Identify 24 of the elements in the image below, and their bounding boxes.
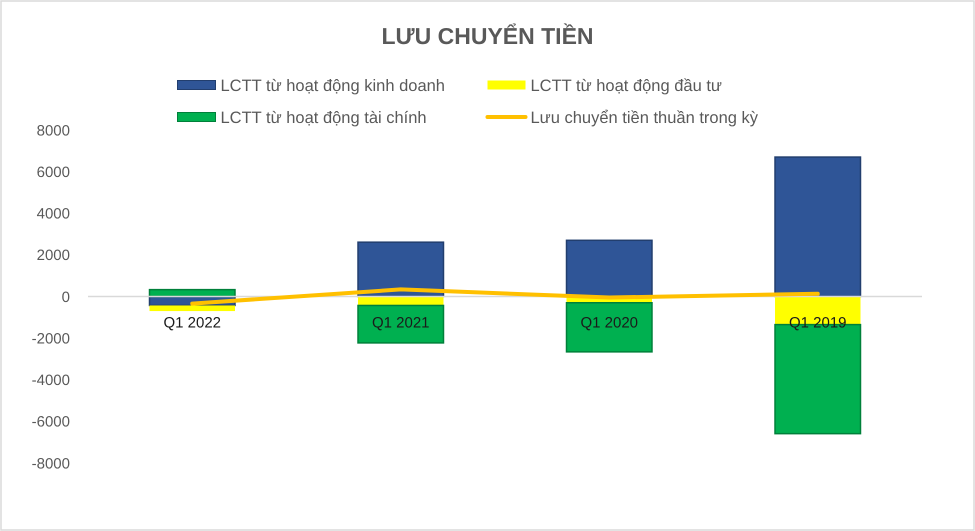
legend-label: LCTT từ hoạt động kinh doanh bbox=[220, 76, 445, 95]
x-tick-label: Q1 2022 bbox=[163, 314, 222, 332]
x-tick-label: Q1 2021 bbox=[372, 314, 430, 332]
bar bbox=[357, 304, 444, 344]
chart-title: LƯU CHUYỂN TIỀN bbox=[381, 23, 594, 49]
y-tick-label: 0 bbox=[62, 288, 70, 306]
y-tick-label: 8000 bbox=[36, 122, 70, 140]
y-tick-label: 4000 bbox=[36, 206, 70, 222]
line-series bbox=[190, 287, 820, 306]
bar bbox=[566, 240, 653, 298]
legend-label: LCTT từ hoạt động tài chính bbox=[220, 108, 427, 127]
legend-label: Lưu chuyển tiền thuần trong kỳ bbox=[530, 108, 759, 127]
y-tick-label: -4000 bbox=[32, 372, 70, 389]
bar bbox=[566, 302, 653, 353]
x-tick-label: Q1 2020 bbox=[580, 314, 638, 332]
legend-label: LCTT từ hoạt động đầu tư bbox=[530, 76, 722, 95]
bar bbox=[150, 305, 235, 312]
y-tick-label: -6000 bbox=[32, 414, 70, 431]
y-tick-label: -8000 bbox=[32, 455, 70, 472]
bar bbox=[357, 241, 444, 298]
y-tick-label: 6000 bbox=[36, 164, 70, 181]
y-tick-label: 2000 bbox=[36, 247, 70, 264]
y-tick-label: -2000 bbox=[32, 330, 70, 348]
bar bbox=[774, 156, 862, 298]
